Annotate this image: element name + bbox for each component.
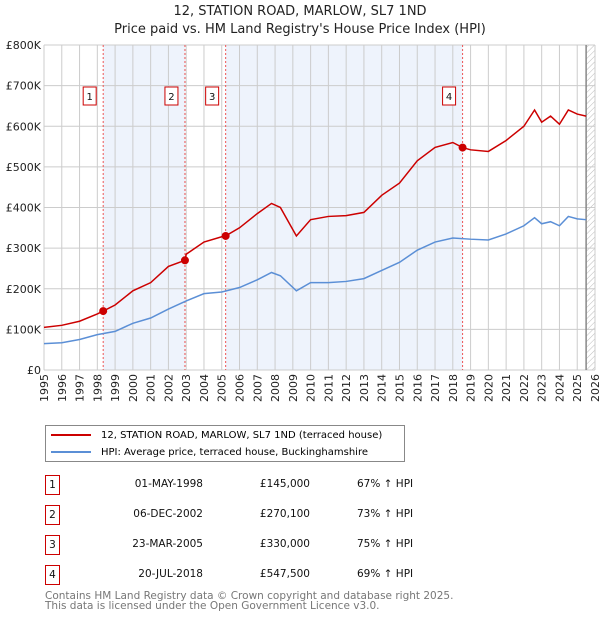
x-tick-label: 2021 bbox=[500, 374, 513, 402]
y-tick-label: £0 bbox=[27, 364, 41, 377]
x-tick-label: 2011 bbox=[322, 374, 335, 402]
x-tick-label: 2001 bbox=[145, 374, 158, 402]
x-tick-label: 2009 bbox=[287, 374, 300, 402]
sale-number: 2 bbox=[45, 505, 60, 525]
x-tick-label: 1998 bbox=[91, 374, 104, 402]
x-tick-label: 2002 bbox=[162, 374, 175, 402]
sale-number: 1 bbox=[45, 475, 60, 495]
sale-label-box bbox=[82, 86, 97, 106]
chart-title: 12, STATION ROAD, MARLOW, SL7 1ND bbox=[173, 4, 427, 19]
sale-hpi: 73% ↑ HPI bbox=[357, 508, 414, 520]
y-tick-label: £400K bbox=[6, 202, 42, 215]
sale-number: 4 bbox=[45, 565, 60, 585]
sale-price: £330,000 bbox=[259, 538, 310, 550]
x-tick-label: 2025 bbox=[571, 374, 584, 402]
legend-item-hpi: HPI: Average price, terraced house, Buck… bbox=[51, 444, 368, 460]
sale-hpi: 69% ↑ HPI bbox=[357, 568, 414, 580]
y-tick-label: £800K bbox=[6, 39, 42, 52]
footer-licence: This data is licensed under the Open Gov… bbox=[45, 600, 380, 612]
x-tick-label: 2005 bbox=[216, 374, 229, 402]
legend-label: HPI: Average price, terraced house, Buck… bbox=[101, 446, 369, 458]
x-tick-label: 2012 bbox=[340, 374, 353, 402]
sale-label-box bbox=[164, 86, 179, 106]
sale-date: 01-MAY-1998 bbox=[134, 478, 203, 490]
x-tick-label: 1995 bbox=[38, 374, 51, 402]
x-tick-label: 2004 bbox=[198, 374, 211, 402]
footer-copyright: Contains HM Land Registry data © Crown c… bbox=[45, 590, 454, 602]
legend: 12, STATION ROAD, MARLOW, SL7 1ND (terra… bbox=[45, 425, 405, 462]
y-tick-label: £600K bbox=[6, 120, 42, 133]
sale-label: 4 bbox=[446, 92, 452, 103]
x-tick-label: 2018 bbox=[447, 374, 460, 402]
x-tick-label: 1997 bbox=[74, 374, 87, 402]
sale-price: £145,000 bbox=[259, 478, 310, 490]
series-line-property bbox=[43, 108, 587, 329]
x-tick-label: 2007 bbox=[251, 374, 264, 402]
y-tick-label: £700K bbox=[6, 80, 42, 93]
sale-label: 1 bbox=[87, 92, 93, 103]
x-tick-label: 2008 bbox=[269, 374, 282, 402]
y-tick-label: £300K bbox=[6, 242, 42, 255]
x-tick-label: 2013 bbox=[358, 374, 371, 402]
x-tick-label: 2010 bbox=[305, 374, 318, 402]
x-tick-label: 2017 bbox=[429, 374, 442, 402]
x-tick-label: 1996 bbox=[56, 374, 69, 402]
sale-price: £547,500 bbox=[259, 568, 310, 580]
chart-subtitle: Price paid vs. HM Land Registry's House … bbox=[114, 22, 486, 37]
sale-number: 3 bbox=[45, 535, 60, 555]
y-tick-label: £200K bbox=[6, 283, 42, 296]
legend-item-property: 12, STATION ROAD, MARLOW, SL7 1ND (terra… bbox=[51, 427, 382, 443]
sale-date: 06-DEC-2002 bbox=[133, 508, 203, 520]
sale-date: 20-JUL-2018 bbox=[138, 568, 203, 580]
x-tick-label: 2026 bbox=[589, 374, 600, 402]
x-tick-label: 2003 bbox=[180, 374, 193, 402]
x-tick-label: 2016 bbox=[411, 374, 424, 402]
x-tick-label: 2000 bbox=[127, 374, 140, 402]
series-line-hpi bbox=[43, 215, 587, 345]
sale-date: 23-MAR-2005 bbox=[132, 538, 203, 550]
x-tick-label: 2023 bbox=[536, 374, 549, 402]
y-tick-label: £100K bbox=[6, 323, 42, 336]
sale-point bbox=[458, 143, 467, 152]
sale-point bbox=[180, 256, 189, 265]
legend-label: 12, STATION ROAD, MARLOW, SL7 1ND (terra… bbox=[101, 429, 383, 441]
sale-label: 2 bbox=[168, 92, 174, 103]
x-tick-label: 2014 bbox=[376, 374, 389, 402]
x-tick-label: 2022 bbox=[518, 374, 531, 402]
sale-label-box bbox=[442, 86, 457, 106]
sale-hpi: 67% ↑ HPI bbox=[357, 478, 414, 490]
x-tick-label: 2019 bbox=[465, 374, 478, 402]
x-tick-label: 2015 bbox=[393, 374, 406, 402]
sale-point bbox=[99, 307, 108, 316]
x-tick-label: 1999 bbox=[109, 374, 122, 402]
x-tick-label: 2006 bbox=[234, 374, 247, 402]
x-tick-label: 2024 bbox=[553, 374, 566, 402]
y-tick-label: £500K bbox=[6, 161, 42, 174]
sale-price: £270,100 bbox=[259, 508, 310, 520]
sale-point bbox=[221, 231, 230, 240]
sale-label-box bbox=[205, 86, 220, 106]
price-chart: 1995 1996 1997 1998 1999 2000 2001 2002 2003 2004… bbox=[6, 39, 600, 402]
sale-label: 3 bbox=[209, 92, 215, 103]
x-tick-label: 2020 bbox=[482, 374, 495, 402]
sale-hpi: 75% ↑ HPI bbox=[357, 538, 414, 550]
